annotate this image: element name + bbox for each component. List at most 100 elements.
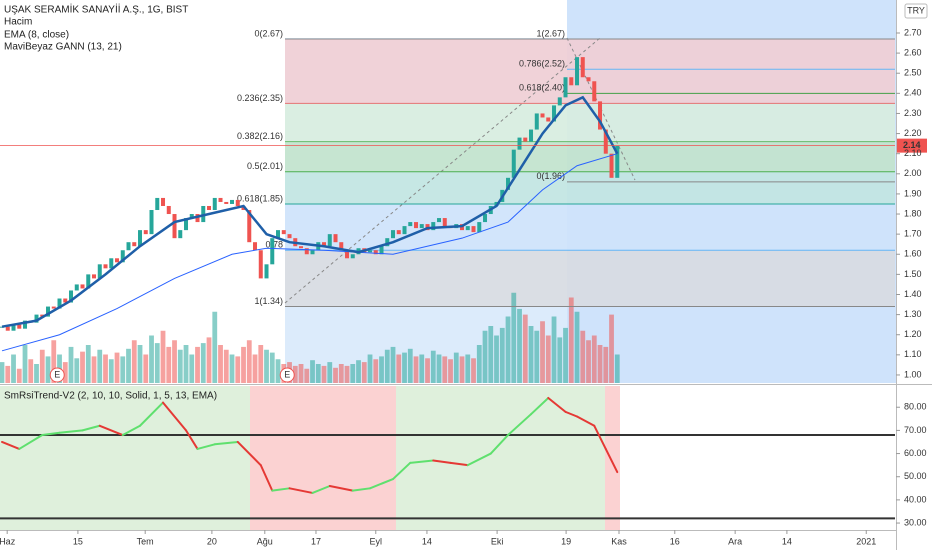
candle xyxy=(419,224,424,229)
volume-bar xyxy=(120,356,126,383)
volume-bar xyxy=(16,368,22,383)
candle xyxy=(368,250,373,253)
x-tick-label: Ara xyxy=(728,536,742,546)
volume-bar xyxy=(505,316,511,383)
candle xyxy=(546,117,551,122)
candle xyxy=(11,324,16,331)
rsi-segment xyxy=(392,461,412,481)
candle xyxy=(402,226,407,235)
earnings-label: E xyxy=(54,369,60,379)
rsi-segment xyxy=(58,429,84,434)
candle xyxy=(385,238,390,247)
volume-bar xyxy=(172,340,177,383)
candle xyxy=(580,57,585,78)
candle xyxy=(0,326,5,328)
rsi-segment xyxy=(162,401,188,432)
y-tick-label: 1.70 xyxy=(904,229,922,239)
rsi-segment xyxy=(196,443,216,450)
candle xyxy=(92,274,97,279)
volume-bar xyxy=(591,335,597,383)
candle xyxy=(57,298,62,309)
candle xyxy=(143,230,148,235)
candle xyxy=(431,222,436,231)
candle xyxy=(534,113,539,130)
earnings-label: E xyxy=(284,369,290,379)
rsi-segment xyxy=(449,461,469,467)
volume-bar xyxy=(603,346,609,383)
volume-bar xyxy=(465,354,471,383)
candle xyxy=(241,205,246,211)
y-tick-label: 1.20 xyxy=(904,329,922,339)
indicator-label: SmRsiTrend-V2 (2, 10, 10, Solid, 1, 5, 1… xyxy=(4,391,217,402)
volume-bar xyxy=(614,354,620,383)
y-tick-label: 50.00 xyxy=(904,471,927,481)
volume-bar xyxy=(471,358,476,383)
currency-box[interactable] xyxy=(904,3,928,19)
indicator-label: MaviBeyaz GANN (13, 21) xyxy=(4,42,122,53)
volume-bar xyxy=(459,356,465,383)
volume-bar xyxy=(396,354,402,383)
y-tick-label: 1.60 xyxy=(904,249,922,259)
volume-bar xyxy=(551,316,557,383)
rsi-segment xyxy=(121,424,142,437)
candle xyxy=(379,246,384,255)
candle xyxy=(120,250,125,263)
y-tick-label: 1.30 xyxy=(904,309,922,319)
rsi-segment xyxy=(507,413,533,437)
candle xyxy=(327,234,332,247)
volume-bar xyxy=(597,345,603,383)
volume-bar xyxy=(74,358,80,383)
candle xyxy=(132,242,137,247)
volume-bar xyxy=(361,362,367,383)
volume-bar xyxy=(402,352,407,383)
signal-zone xyxy=(605,386,620,530)
volume-bar xyxy=(390,346,396,383)
x-tick-label: 2021 xyxy=(856,536,876,546)
volume-bar xyxy=(195,346,200,383)
rsi-segment xyxy=(311,484,331,494)
volume-bar xyxy=(292,365,298,383)
candle xyxy=(224,201,229,204)
x-tick-label: 19 xyxy=(561,536,571,546)
signal-zone xyxy=(250,386,396,530)
fib-label: 0(2.67) xyxy=(254,28,283,38)
y-tick-label: 60.00 xyxy=(904,448,927,458)
fib-label: 0.786(2.52) xyxy=(519,59,565,69)
x-tick-label: Eyl xyxy=(370,536,383,546)
volume-bar xyxy=(379,356,384,383)
signal-zone xyxy=(0,386,250,530)
y-tick-label: 2.60 xyxy=(904,47,922,57)
volume-bar xyxy=(574,311,580,383)
rsi-segment xyxy=(41,431,61,437)
y-tick-label: 2.20 xyxy=(904,128,922,138)
volume-bar xyxy=(430,350,436,383)
candle xyxy=(264,264,269,279)
volume-bar xyxy=(425,358,430,383)
candle xyxy=(299,246,304,249)
volume-bar xyxy=(580,330,586,383)
volume-bar xyxy=(350,364,356,383)
volume-bar xyxy=(436,354,442,383)
candle xyxy=(483,214,488,223)
fib-band xyxy=(285,141,895,172)
candle xyxy=(391,230,396,239)
candle xyxy=(184,218,189,231)
candle xyxy=(304,248,309,255)
volume-bar xyxy=(11,354,16,383)
x-tick-label: 15 xyxy=(73,536,83,546)
volume-bar xyxy=(80,351,85,383)
volume-bar xyxy=(269,352,275,383)
y-tick-label: 80.00 xyxy=(904,402,927,412)
candle xyxy=(109,258,114,269)
candle xyxy=(408,222,413,227)
fib-label: 0(1.96) xyxy=(536,171,565,181)
volume-bar xyxy=(356,360,361,383)
volume-bar xyxy=(609,314,614,383)
rsi-segment xyxy=(369,478,395,490)
rsi-segment xyxy=(18,434,44,450)
candle xyxy=(166,205,171,215)
volume-bar xyxy=(517,308,522,383)
candle xyxy=(557,97,562,106)
fib-label: 1(2.67) xyxy=(536,28,565,38)
y-tick-label: 1.50 xyxy=(904,269,922,279)
